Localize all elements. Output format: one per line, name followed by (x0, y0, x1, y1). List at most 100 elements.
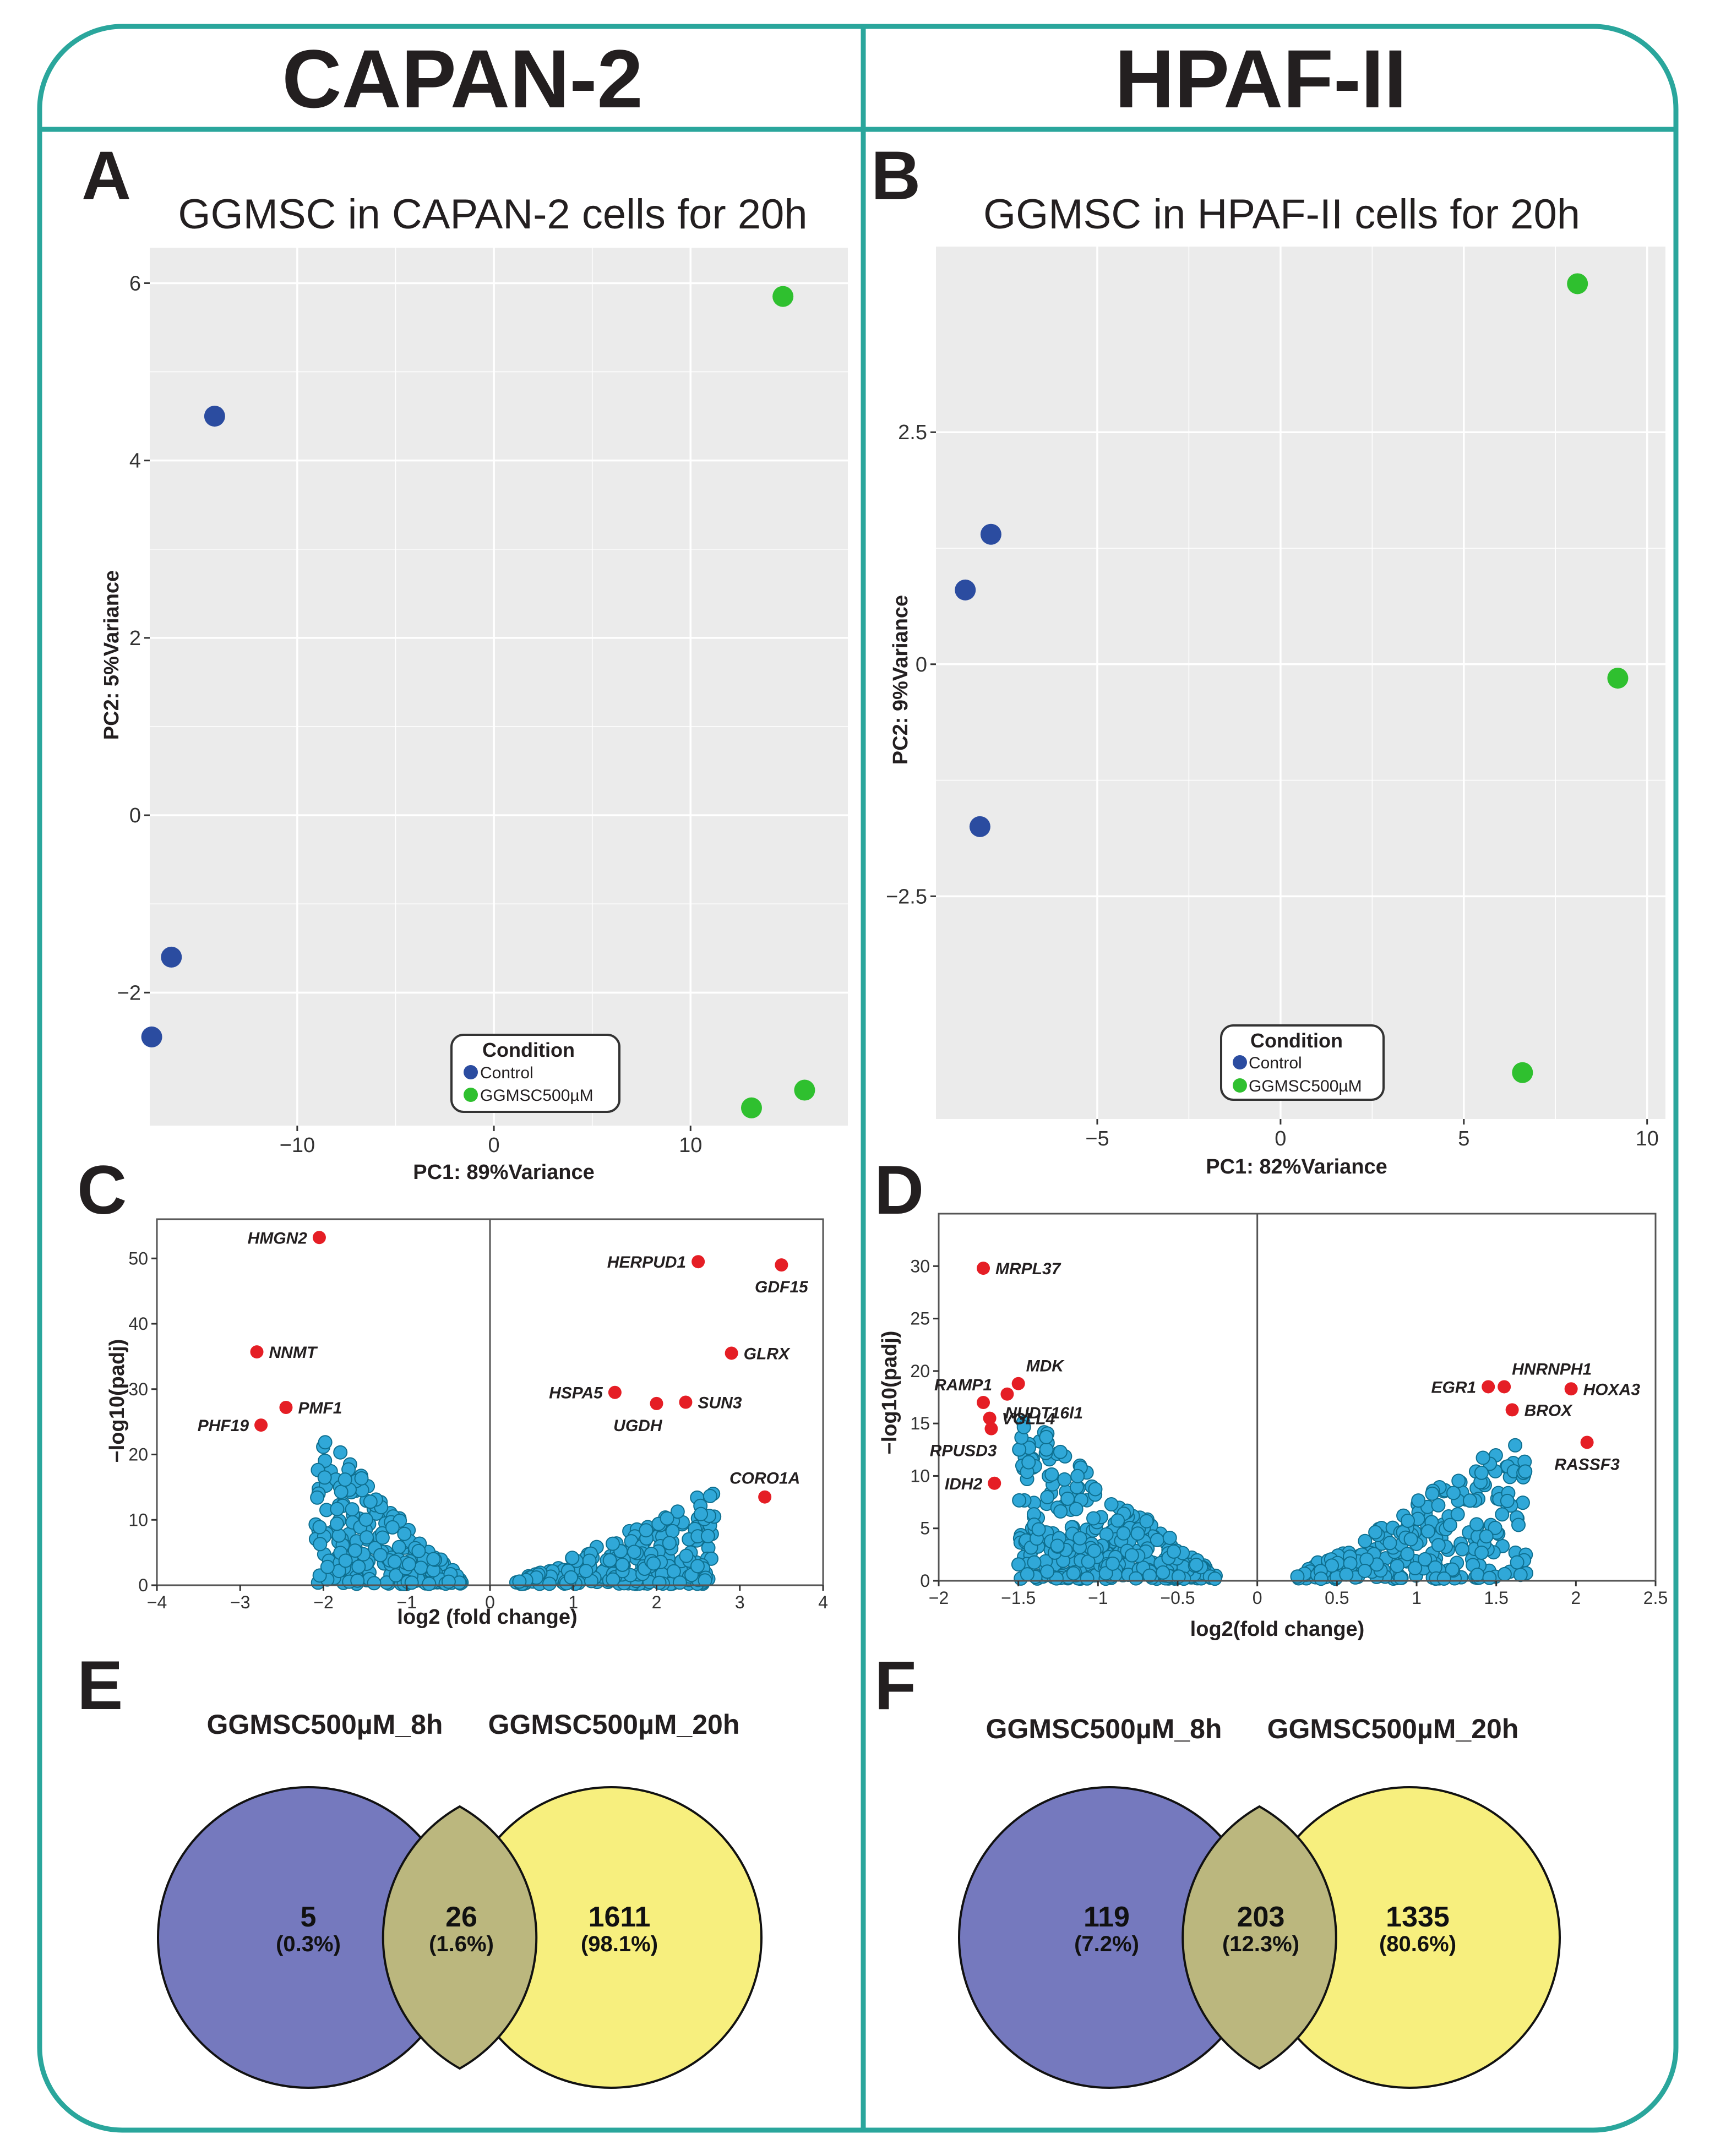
venn-pct-only-20h: (80.6%) (1379, 1932, 1456, 1956)
gene-point (1403, 1532, 1418, 1547)
x-tick-label: 2.5 (1643, 1588, 1668, 1608)
x-tick-label: 5 (1458, 1127, 1469, 1150)
gene-point (345, 1502, 360, 1517)
gene-label: GLRX (744, 1345, 791, 1363)
gene-point (1070, 1469, 1085, 1483)
pca-legend-hpaf2: Condition Control GGMSC500µM (1220, 1024, 1385, 1101)
y-tick-label: 0 (138, 1575, 148, 1595)
volcano-ylabel-capan2: −log10(padj) (106, 1339, 129, 1463)
gene-point (1425, 1486, 1440, 1501)
venn-count-only-8h: 119 (1084, 1901, 1130, 1933)
gene-point (1060, 1491, 1075, 1506)
gene-point (1418, 1552, 1433, 1566)
x-tick-label: 10 (679, 1134, 702, 1157)
pca-ylabel-hpaf2: PC2: 9%Variance (889, 595, 912, 765)
gene-point (338, 1553, 353, 1568)
gene-label: PHF19 (198, 1417, 249, 1435)
gene-point (602, 1553, 617, 1568)
treated-sample-point (1607, 668, 1629, 689)
highlighted-gene-point (977, 1396, 990, 1410)
gene-point (1081, 1554, 1096, 1569)
x-tick-label: 0 (1253, 1588, 1262, 1608)
gene-point (615, 1557, 630, 1572)
gene-point (1382, 1536, 1397, 1551)
pca-legend-capan2: Condition Control GGMSC500µM (450, 1034, 620, 1113)
gene-point (606, 1572, 620, 1587)
venn-count-both: 203 (1237, 1901, 1285, 1933)
gene-point (1012, 1442, 1027, 1457)
gene-point (1050, 1538, 1065, 1553)
gene-label: EGR1 (1431, 1378, 1476, 1396)
gene-label: HNRNPH1 (1512, 1360, 1592, 1378)
gene-point (1513, 1568, 1528, 1582)
gene-point (1069, 1502, 1084, 1516)
gene-point (1431, 1498, 1446, 1513)
y-tick-label: 0 (920, 1571, 930, 1591)
panel-letter-F: F (874, 1647, 916, 1724)
panel-letter-A: A (81, 138, 131, 214)
gene-point (313, 1537, 328, 1552)
y-tick-label: 40 (128, 1314, 148, 1334)
highlighted-gene-point (977, 1262, 990, 1275)
y-tick-label: 0 (129, 804, 141, 827)
gene-point (646, 1556, 661, 1571)
gene-point (441, 1574, 456, 1589)
legend-treated-marker (1233, 1078, 1247, 1093)
gene-label: HMGN2 (248, 1229, 308, 1247)
gene-point (1500, 1493, 1515, 1508)
gene-point (1129, 1571, 1144, 1586)
gene-point (703, 1488, 717, 1503)
control-sample-point (141, 1026, 162, 1047)
venn-overlap (1182, 1805, 1337, 2070)
gene-point (1031, 1522, 1046, 1537)
y-tick-label: 10 (128, 1510, 148, 1530)
gene-point (1012, 1493, 1027, 1508)
x-tick-label: 0 (488, 1134, 500, 1157)
highlighted-gene-point (650, 1396, 663, 1410)
outer-frame (37, 24, 1679, 2133)
highlighted-gene-point (984, 1422, 998, 1435)
venn-set-label-8h: GGMSC500µM_8h (986, 1713, 1222, 1744)
gene-point (1087, 1543, 1102, 1558)
gene-point (350, 1573, 365, 1588)
gene-point (1488, 1520, 1502, 1535)
gene-point (1518, 1464, 1533, 1479)
gene-point (1088, 1482, 1103, 1497)
highlighted-gene-point (758, 1490, 772, 1504)
legend-control-marker (464, 1065, 478, 1079)
gene-point (1105, 1556, 1120, 1571)
gene-point (1027, 1555, 1042, 1570)
gene-point (1080, 1571, 1095, 1586)
x-tick-label: 1 (568, 1592, 578, 1612)
gene-point (1098, 1566, 1113, 1581)
pca-plot-area-hpaf2 (936, 247, 1665, 1119)
gene-point (1368, 1525, 1383, 1540)
treated-sample-point (1512, 1062, 1533, 1083)
gene-point (1446, 1486, 1461, 1500)
highlighted-gene-point (1482, 1380, 1495, 1394)
highlighted-gene-point (1580, 1435, 1594, 1449)
gene-point (1401, 1513, 1415, 1528)
pca-plot-capan2: GGMSC in CAPAN-2 cells for 20h −10 0 10 −2 0… (100, 191, 848, 1184)
gene-label: NUDT16l1 (1005, 1404, 1083, 1422)
y-tick-label: 25 (910, 1309, 930, 1329)
gene-label: GDF15 (755, 1278, 809, 1296)
highlighted-gene-point (692, 1255, 705, 1269)
control-sample-point (204, 406, 225, 427)
gene-point (1021, 1455, 1036, 1470)
gene-point (413, 1560, 428, 1575)
gene-point (1470, 1568, 1485, 1582)
gene-point (690, 1559, 705, 1574)
pca-grid-capan2 (150, 248, 848, 1126)
pca-points-capan2 (141, 286, 815, 1118)
gene-point (666, 1564, 681, 1579)
legend-treated-label: GGMSC500µM (1249, 1077, 1362, 1095)
volcano-ylabel-hpaf2: −log10(padj) (878, 1331, 901, 1455)
highlighted-gene-point (983, 1411, 997, 1425)
volcano-xlabel-capan2: log2 (fold change) (397, 1606, 577, 1629)
gene-point (1189, 1558, 1204, 1573)
gene-point (1476, 1450, 1490, 1465)
gene-point (665, 1524, 680, 1538)
highlighted-gene-point (725, 1346, 738, 1360)
legend-title: Condition (1250, 1029, 1343, 1052)
